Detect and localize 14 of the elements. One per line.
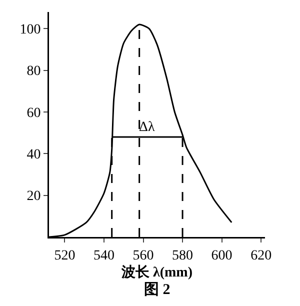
x-tick-label: 620 bbox=[250, 248, 272, 264]
x-tick-label: 540 bbox=[93, 248, 114, 264]
x-tick-label: 560 bbox=[132, 248, 154, 264]
y-tick-label: 60 bbox=[26, 106, 41, 121]
x-tick-label: 580 bbox=[172, 248, 194, 264]
x-axis-title: 波长 λ(mm) bbox=[120, 264, 193, 280]
text: 图 2 bbox=[144, 282, 170, 298]
y-tick-label: 100 bbox=[20, 22, 41, 38]
x-tick-label: 600 bbox=[211, 248, 232, 264]
x-tick-label: 520 bbox=[54, 248, 76, 264]
y-tick-label: 40 bbox=[26, 148, 41, 163]
y-tick-label: 80 bbox=[26, 64, 41, 80]
annotation: Δλ bbox=[139, 120, 156, 135]
y-tick-label: 20 bbox=[26, 189, 41, 204]
